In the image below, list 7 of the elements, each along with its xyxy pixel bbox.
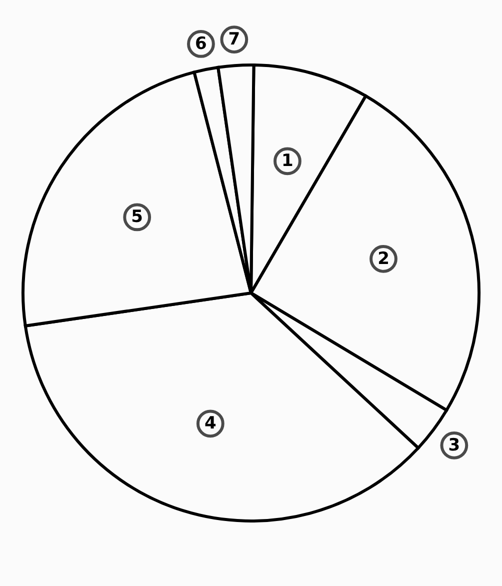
slice-label: 1 <box>282 151 294 172</box>
slice-label: 6 <box>195 34 207 54</box>
slice-label: 3 <box>448 435 460 456</box>
slice-label: 4 <box>204 414 216 434</box>
legend-label: 7 <box>228 30 240 50</box>
slice-label: 5 <box>131 207 144 228</box>
slice-label: 2 <box>378 248 390 269</box>
